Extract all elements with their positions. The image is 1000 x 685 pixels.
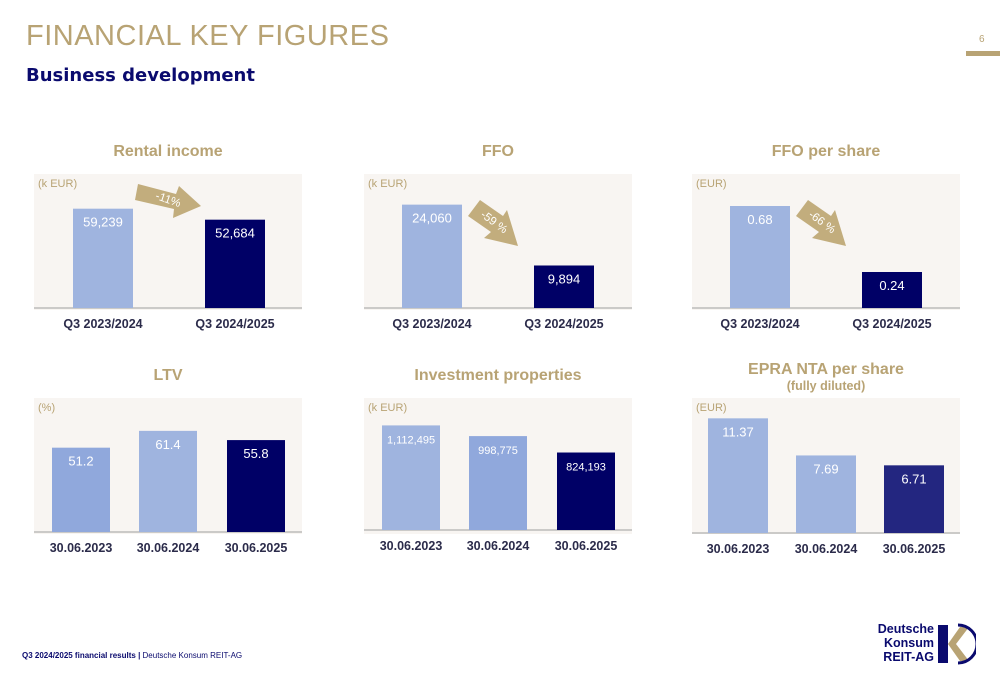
footer-company: Deutsche Konsum REIT-AG [142, 651, 243, 660]
unit-label: (k EUR) [368, 402, 408, 414]
epra-nta-chart: 11.37 30.06.2023 7.69 30.06.2024 6.71 30.06.2… [692, 418, 960, 556]
category-label: 30.06.2024 [467, 539, 530, 553]
category-label: 30.06.2023 [50, 541, 113, 555]
data-label: 6.71 [901, 471, 926, 486]
data-label: 7.69 [813, 461, 838, 476]
rental-income-panel: Rental income (k EUR) 59,239 Q3 2023/2024… [34, 140, 302, 340]
logo-line-1: Deutsche [877, 622, 934, 636]
ffo-chart: 24,060 Q3 2023/2024 9,894 Q3 2024/2025 -59 % [364, 200, 632, 331]
bar-q3-2023-2024 [402, 204, 462, 308]
chart-title: Rental income [113, 143, 223, 160]
category-label: 30.06.2025 [555, 539, 618, 553]
data-label: 1,112,495 [387, 434, 435, 446]
footer-report: Q3 2024/2025 financial results [22, 651, 136, 660]
bar-30-06-2023 [708, 418, 768, 533]
footer-separator: | [135, 651, 143, 660]
category-label: Q3 2023/2024 [63, 317, 142, 331]
bar-q3-2024-2025 [205, 219, 265, 308]
data-label: 55.8 [243, 446, 268, 461]
data-label: 0.68 [747, 212, 772, 227]
page-number: 6 [979, 34, 985, 45]
category-label: 30.06.2023 [707, 542, 770, 556]
investment-properties-panel: Investment properties (k EUR) 1,112,495 3… [364, 364, 632, 564]
bar-30-06-2023 [382, 425, 440, 530]
page-subtitle: Business development [26, 65, 255, 86]
bar-30-06-2024 [139, 430, 197, 532]
chart-title: LTV [153, 367, 183, 384]
epra-nta-panel: EPRA NTA per share (fully diluted) (EUR)… [692, 356, 960, 564]
bar-q3-2023-2024 [730, 206, 790, 308]
unit-label: (k EUR) [368, 178, 408, 190]
category-label: Q3 2024/2025 [524, 317, 603, 331]
category-label: 30.06.2023 [380, 539, 443, 553]
logo-line-3: REIT-AG [883, 650, 934, 664]
change-arrow: -59 % [468, 200, 518, 246]
category-label: 30.06.2025 [883, 542, 946, 556]
logo-line-2: Konsum [884, 636, 934, 650]
bar-30-06-2025 [557, 452, 615, 530]
category-label: Q3 2024/2025 [852, 317, 931, 331]
bar-q3-2024-2025 [862, 272, 922, 308]
unit-label: (%) [38, 402, 56, 414]
logo-text: Deutsche Konsum REIT-AG [878, 622, 934, 664]
category-label: 30.06.2024 [795, 542, 858, 556]
footer: Q3 2024/2025 financial results | Deutsch… [22, 651, 242, 660]
data-label: 9,894 [548, 271, 581, 286]
page-title: FINANCIAL KEY FIGURES [26, 20, 390, 52]
ltv-chart: 51.2 30.06.2023 61.4 30.06.2024 55.8 30.06.20… [34, 430, 302, 555]
chart-title: Investment properties [414, 367, 582, 384]
arrow-shape [468, 200, 518, 246]
category-label: 30.06.2025 [225, 541, 288, 555]
bar-q3-2024-2025 [534, 265, 594, 308]
bar-30-06-2023 [52, 447, 110, 532]
ffo-panel: FFO (k EUR) 24,060 Q3 2023/2024 9,894 Q3 20… [364, 140, 632, 340]
ltv-panel: LTV (%) 51.2 30.06.2023 61.4 30.06.2024 55.8… [34, 364, 302, 564]
data-label: 11.37 [722, 424, 754, 439]
unit-label: (EUR) [696, 178, 727, 190]
change-arrow: -11% [135, 184, 201, 218]
bar-q3-2023-2024 [73, 208, 133, 308]
chart-subtitle: (fully diluted) [786, 379, 866, 393]
data-label: 24,060 [412, 211, 452, 226]
category-label: Q3 2023/2024 [392, 317, 471, 331]
chart-title: FFO per share [771, 143, 881, 160]
category-label: Q3 2024/2025 [195, 317, 274, 331]
investment-properties-chart: 1,112,495 30.06.2023 998,775 30.06.2024 824,… [364, 425, 632, 553]
logo-k-icon [938, 623, 976, 665]
category-label: 30.06.2024 [137, 541, 200, 555]
company-logo: Deutsche Konsum REIT-AG [870, 622, 980, 666]
data-label: 998,775 [478, 445, 518, 457]
data-label: 61.4 [155, 437, 180, 452]
unit-label: (k EUR) [38, 178, 78, 190]
bar-30-06-2024 [469, 436, 527, 530]
ffo-per-share-chart: 0.68 Q3 2023/2024 0.24 Q3 2024/2025 -66 % [692, 200, 960, 331]
arrow-shape [796, 200, 846, 246]
rental-income-chart: 59,239 Q3 2023/2024 52,684 Q3 2024/2025 -11% [34, 184, 302, 331]
category-label: Q3 2023/2024 [720, 317, 799, 331]
page-number-bar [966, 51, 1000, 56]
bar-30-06-2024 [796, 455, 856, 533]
chart-title: EPRA NTA per share [748, 361, 904, 378]
data-label: 824,193 [566, 462, 606, 474]
arrow-shape [135, 184, 201, 218]
bar-30-06-2025 [884, 465, 944, 533]
data-label: 59,239 [83, 215, 123, 230]
chart-title: FFO [482, 143, 514, 160]
ffo-per-share-panel: FFO per share (EUR) 0.68 Q3 2023/2024 0.24… [692, 140, 960, 340]
unit-label: (EUR) [696, 402, 727, 414]
data-label: 52,684 [215, 226, 255, 241]
data-label: 51.2 [68, 454, 93, 469]
data-label: 0.24 [879, 278, 904, 293]
bar-30-06-2025 [227, 440, 285, 532]
change-arrow: -66 % [796, 200, 846, 246]
